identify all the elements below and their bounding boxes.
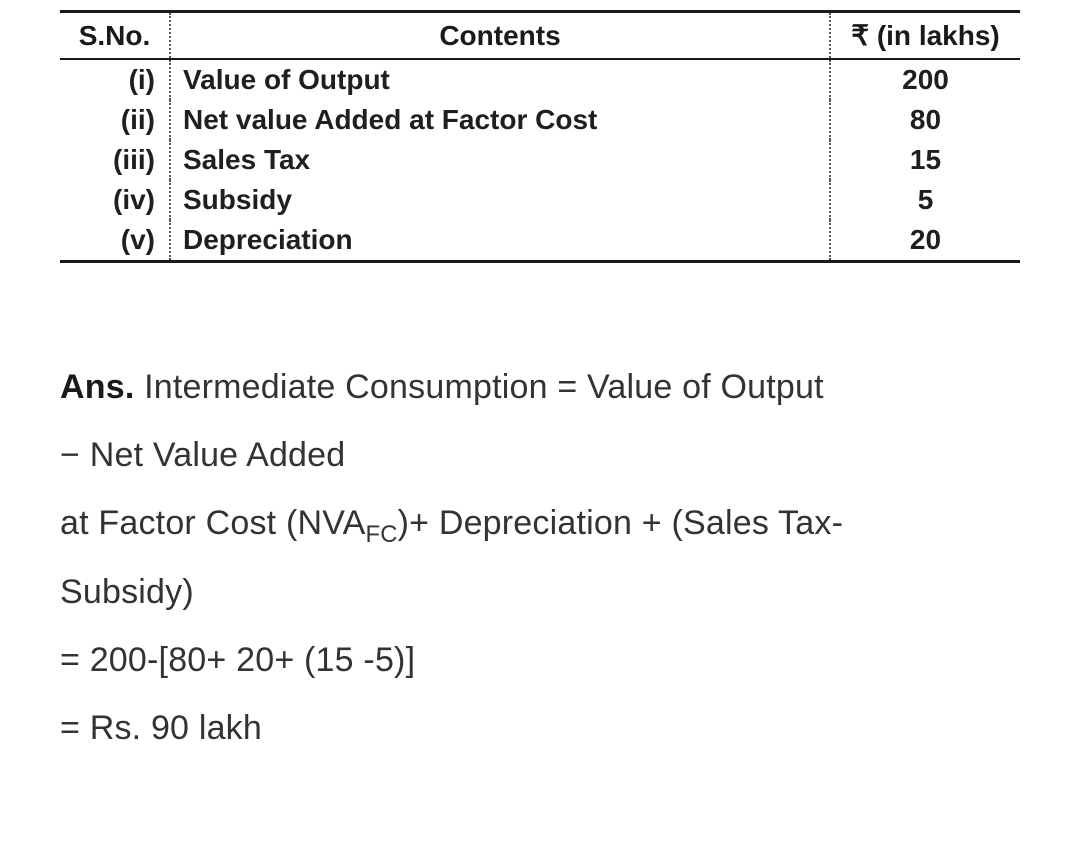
answer-line-2: − Net Value Added: [60, 421, 1020, 489]
answer-line-1: Ans. Intermediate Consumption = Value of…: [60, 353, 1020, 421]
cell-amount: 15: [830, 140, 1020, 180]
answer-text-1: Intermediate Consumption = Value of Outp…: [134, 368, 823, 406]
answer-label: Ans.: [60, 368, 134, 406]
cell-amount: 80: [830, 100, 1020, 140]
cell-contents: Value of Output: [170, 59, 830, 100]
answer-subscript: FC: [365, 521, 397, 548]
header-contents: Contents: [170, 12, 830, 60]
cell-sno: (i): [60, 59, 170, 100]
cell-contents: Depreciation: [170, 220, 830, 262]
answer-line-3: at Factor Cost (NVAFC)+ Depreciation + (…: [60, 489, 1020, 558]
answer-line-5: = 200-[80+ 20+ (15 -5)]: [60, 626, 1020, 694]
table-row: (iv) Subsidy 5: [60, 180, 1020, 220]
answer-line-6: = Rs. 90 lakh: [60, 694, 1020, 762]
header-sno: S.No.: [60, 12, 170, 60]
cell-sno: (ii): [60, 100, 170, 140]
header-amount: ₹ (in lakhs): [830, 12, 1020, 60]
cell-contents: Sales Tax: [170, 140, 830, 180]
table-header-row: S.No. Contents ₹ (in lakhs): [60, 12, 1020, 60]
cell-contents: Subsidy: [170, 180, 830, 220]
cell-amount: 5: [830, 180, 1020, 220]
table-row: (i) Value of Output 200: [60, 59, 1020, 100]
cell-contents: Net value Added at Factor Cost: [170, 100, 830, 140]
cell-sno: (v): [60, 220, 170, 262]
table-row: (iii) Sales Tax 15: [60, 140, 1020, 180]
cell-amount: 200: [830, 59, 1020, 100]
table-row: (ii) Net value Added at Factor Cost 80: [60, 100, 1020, 140]
table-row: (v) Depreciation 20: [60, 220, 1020, 262]
cell-amount: 20: [830, 220, 1020, 262]
data-table-container: S.No. Contents ₹ (in lakhs) (i) Value of…: [60, 10, 1020, 263]
answer-block: Ans. Intermediate Consumption = Value of…: [60, 353, 1020, 762]
answer-text-3b: )+ Depreciation + (Sales Tax-: [398, 504, 844, 542]
answer-text-3a: at Factor Cost (NVA: [60, 504, 365, 542]
cell-sno: (iv): [60, 180, 170, 220]
data-table: S.No. Contents ₹ (in lakhs) (i) Value of…: [60, 10, 1020, 263]
answer-line-4: Subsidy): [60, 558, 1020, 626]
cell-sno: (iii): [60, 140, 170, 180]
